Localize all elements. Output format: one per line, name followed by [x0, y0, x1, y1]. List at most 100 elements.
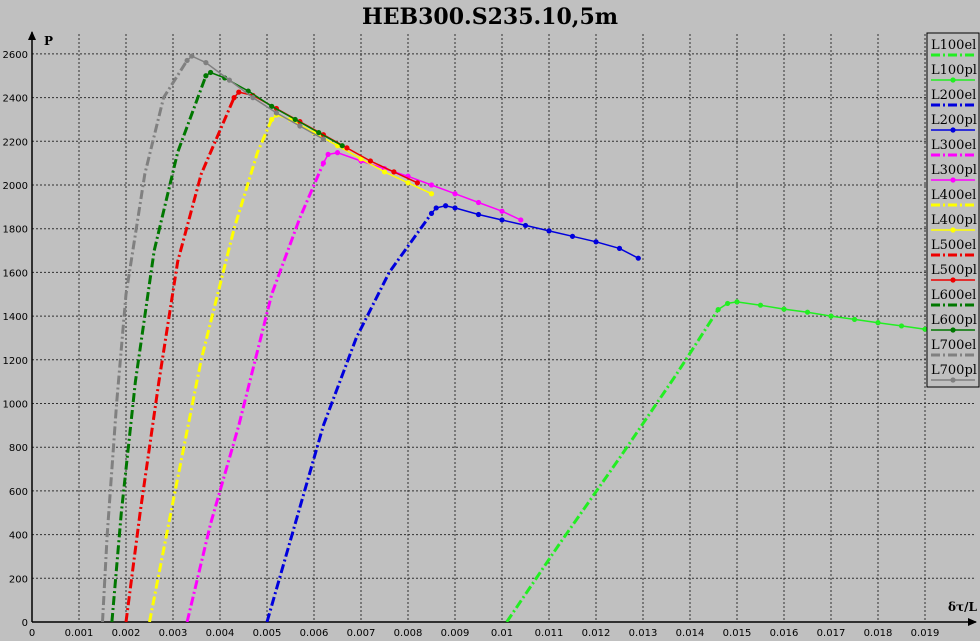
series-L700el — [101, 59, 189, 622]
y-axis-label: P — [44, 34, 53, 48]
legend-item-L400pl: L400pl — [931, 213, 977, 233]
legend-item-L200el: L200el — [931, 88, 976, 107]
y-tick-label: 1600 — [3, 268, 28, 279]
y-tick-label: 200 — [9, 574, 28, 585]
x-tick-label: 0.004 — [206, 628, 235, 639]
legend-label: L600el — [931, 288, 976, 303]
data-point — [443, 203, 449, 209]
legend-marker — [950, 77, 956, 83]
data-point — [851, 316, 858, 322]
data-point — [292, 116, 298, 123]
series-line — [101, 59, 189, 622]
legend-item-L300el: L300el — [931, 138, 976, 157]
data-point — [208, 69, 214, 76]
series-line — [124, 97, 236, 622]
data-point — [898, 323, 905, 329]
x-tick-label: 0.016 — [770, 628, 799, 639]
data-point — [922, 326, 928, 332]
series-line — [110, 75, 208, 622]
series-L400pl — [269, 112, 435, 197]
legend-label: L100pl — [931, 63, 977, 78]
x-axis-arrow-icon — [968, 618, 977, 626]
data-point — [546, 228, 552, 234]
series-L600el — [110, 75, 208, 622]
y-tick-label: 1000 — [3, 400, 28, 411]
legend-label: L300el — [931, 138, 976, 153]
data-point — [452, 205, 458, 211]
data-point — [475, 199, 482, 206]
x-tick-label: 0.009 — [441, 628, 470, 639]
x-tick-label: 0.008 — [394, 628, 423, 639]
x-tick-label: 0.015 — [723, 628, 752, 639]
legend-item-L700pl: L700pl — [931, 363, 977, 383]
data-point — [616, 245, 623, 251]
legend-marker — [950, 327, 956, 333]
data-point — [320, 136, 326, 142]
data-point — [518, 217, 524, 223]
data-point — [499, 208, 505, 214]
data-point — [339, 143, 345, 149]
x-tick-label: 0.012 — [582, 628, 611, 639]
data-point — [189, 53, 195, 59]
data-point — [367, 158, 373, 164]
x-tick-label: 0.013 — [629, 628, 658, 639]
legend: L100el L100pl L200el L200pl L300el L300pl L400… — [926, 32, 980, 388]
data-point — [391, 169, 397, 175]
legend-label: L300pl — [931, 163, 977, 178]
data-point — [231, 95, 237, 101]
data-point — [452, 191, 458, 197]
legend-marker — [950, 377, 956, 383]
series-L100el — [505, 308, 720, 622]
legend-marker — [950, 177, 956, 183]
y-tick-label: 2400 — [3, 94, 28, 105]
legend-item-L500pl: L500pl — [931, 263, 977, 283]
legend-marker — [950, 127, 956, 133]
data-point — [269, 116, 275, 123]
x-tick-label: 0.003 — [159, 628, 188, 639]
y-tick-label: 2200 — [3, 137, 28, 148]
x-tick-label: 0 — [29, 628, 35, 639]
data-point — [428, 210, 435, 217]
data-point — [236, 89, 242, 95]
legend-label: L700pl — [931, 363, 977, 378]
series-line — [148, 118, 274, 622]
legend-item-L400el: L400el — [931, 188, 976, 207]
x-tick-label: 0.019 — [911, 628, 940, 639]
legend-item-L300pl: L300pl — [931, 163, 977, 183]
data-point — [405, 180, 411, 186]
y-axis-arrow-icon — [28, 31, 36, 40]
x-tick-label: 0.018 — [864, 628, 893, 639]
x-tick-label: 0.006 — [300, 628, 329, 639]
data-point — [203, 60, 209, 66]
x-axis-label: δτ/L — [948, 600, 977, 614]
series-L600pl — [203, 69, 345, 149]
data-point — [325, 151, 331, 158]
data-point — [781, 306, 787, 312]
series-L400el — [148, 118, 274, 622]
data-point — [428, 182, 435, 188]
legend-box — [926, 32, 980, 388]
y-tick-label: 2600 — [3, 50, 28, 61]
data-point — [593, 239, 599, 245]
data-point — [414, 180, 420, 186]
legend-marker — [950, 227, 956, 233]
y-tick-label: 0 — [22, 618, 28, 629]
data-point — [757, 302, 764, 308]
series-L500el — [124, 97, 236, 622]
data-point — [499, 217, 505, 223]
x-tick-label: 0.002 — [112, 628, 141, 639]
legend-item-L700el: L700el — [931, 338, 976, 357]
y-tick-label: 1200 — [3, 356, 28, 367]
series-L200el — [265, 212, 433, 622]
data-point — [273, 110, 279, 116]
series-L700pl — [184, 53, 326, 142]
series-group — [101, 53, 970, 622]
legend-label: L500pl — [931, 263, 977, 278]
data-point — [269, 103, 275, 109]
legend-label: L200pl — [931, 113, 977, 128]
series-L200pl — [428, 203, 641, 261]
data-point — [334, 150, 341, 156]
legend-item-L500el: L500el — [931, 238, 976, 257]
